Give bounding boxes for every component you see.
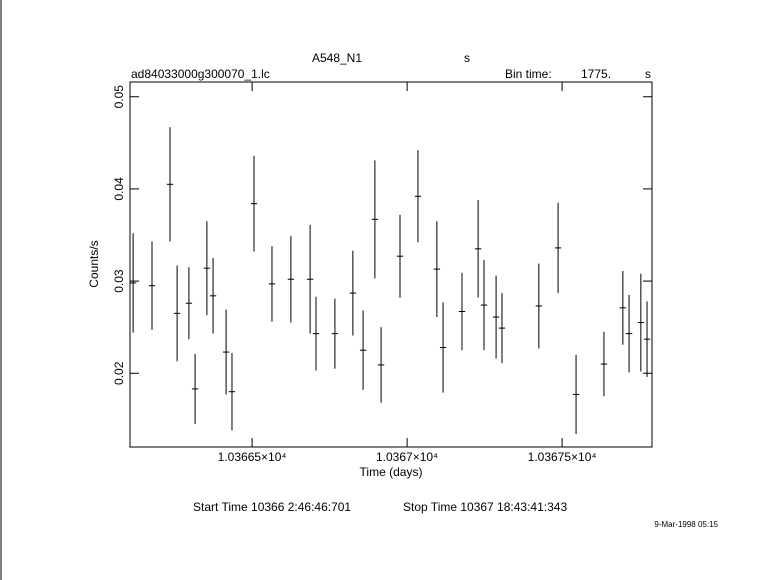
y-axis-label: Counts/s (87, 240, 101, 287)
bin-time-label: Bin time: (505, 67, 552, 81)
x-tick-label: 1.03675×10⁴ (528, 450, 597, 464)
stop-time: Stop Time 10367 18:43:41:343 (403, 500, 567, 514)
x-tick-label: 1.0367×10⁴ (376, 450, 438, 464)
bin-time-unit: s (645, 67, 651, 81)
file-name: ad84033000g300070_1.lc (131, 67, 270, 81)
y-tick-label: 0.02 (112, 361, 126, 385)
start-time: Start Time 10366 2:46:46:701 (193, 500, 351, 514)
bin-time: 1775. (581, 67, 611, 81)
y-tick-label: 0.04 (112, 177, 126, 201)
y-tick-label: 0.03 (112, 269, 126, 293)
plot-frame (129, 81, 653, 448)
title-suffix: s (464, 51, 470, 65)
x-tick-label: 1.03665×10⁴ (218, 450, 287, 464)
date-stamp: 9-Mar-1998 05:15 (654, 520, 718, 529)
x-axis-label: Time (days) (360, 465, 423, 479)
chart-title: A548_N1 (312, 51, 362, 65)
y-tick-label: 0.05 (112, 85, 126, 109)
